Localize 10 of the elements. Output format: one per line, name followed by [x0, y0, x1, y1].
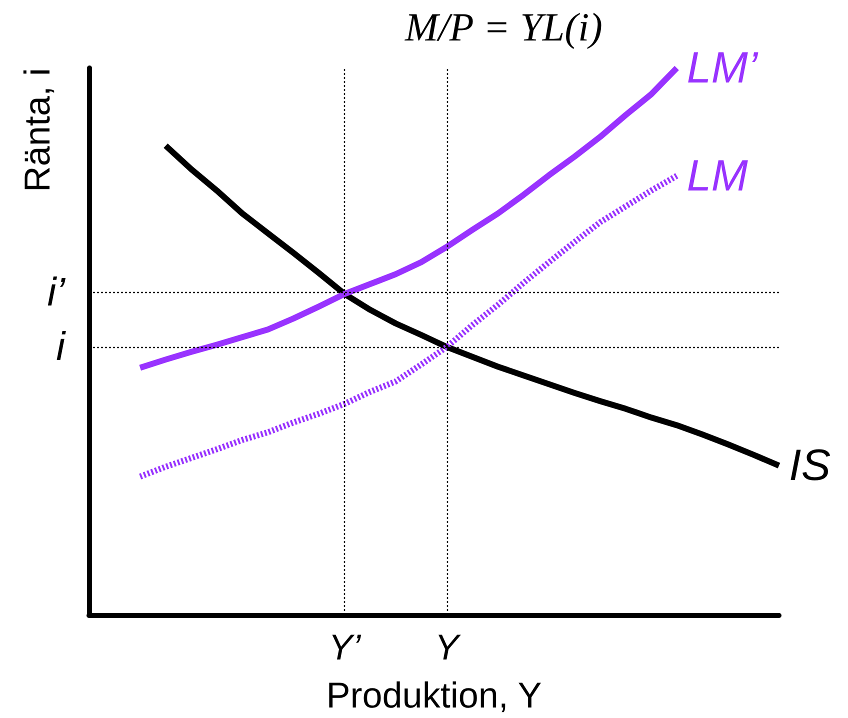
- x-tick-label: Y: [434, 626, 462, 668]
- x-tick-label: Y’: [328, 626, 362, 668]
- x-axis-title: Produktion, Y: [326, 674, 542, 716]
- chart-title: M/P = YL(i): [404, 4, 602, 50]
- series-label: IS: [789, 441, 831, 490]
- ref-line-label: i’: [47, 270, 66, 314]
- series-label: LM’: [686, 44, 759, 92]
- y-axis-title: Ränta, i: [16, 68, 58, 192]
- series-label: LM: [686, 151, 748, 200]
- ref-line-label: i: [56, 324, 66, 369]
